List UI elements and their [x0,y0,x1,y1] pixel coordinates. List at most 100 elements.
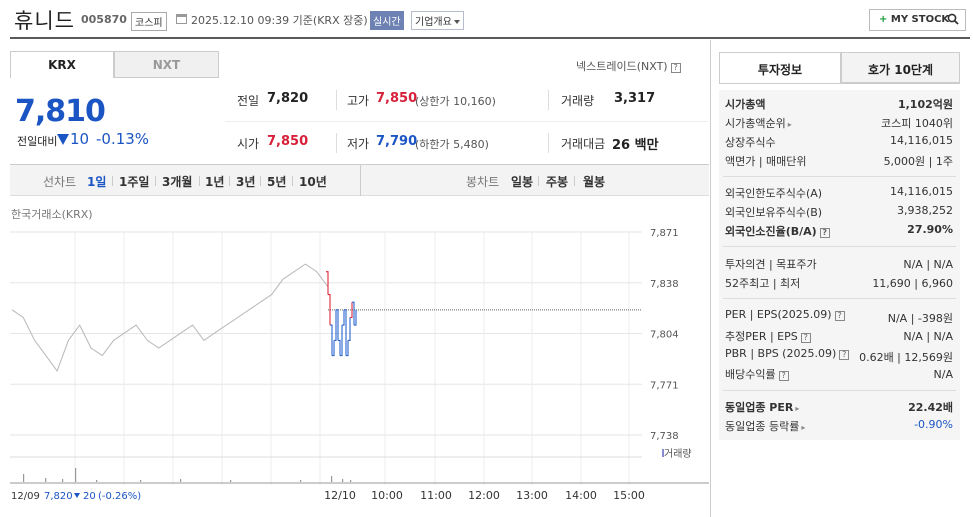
stock-name: 휴니드 [14,9,75,33]
volume-value: 3,317 [614,91,656,106]
series-today-segment [340,325,343,357]
line-chart-label: 선차트 [43,175,77,189]
company-overview-button[interactable]: 기업개요 [411,11,464,30]
current-price: 7,810 [15,94,106,129]
period-monthly[interactable]: 월봉 [583,175,606,189]
industry-rate-label[interactable]: 동일업종 등락률 ▸ [725,418,805,434]
par-value: 5,000원 | 1주 [883,155,953,168]
est-per-label: 추정PER | EPS? [725,328,811,344]
y-axis-labels: 7,871 7,838 7,804 7,771 7,738 [650,228,679,442]
nxt-link[interactable]: 넥스트레이드(NXT)? [576,58,681,74]
period-3m[interactable]: 3개월 [162,175,193,189]
period-1y[interactable]: 1년 [205,175,225,189]
industry-per-label-text: 동일업종 PER [725,401,794,414]
industry-per-label[interactable]: 동일업종 PER ▸ [725,399,799,415]
toolbar-divider [360,164,361,196]
volume-bar [230,480,232,482]
volume-label: 거래량 [561,94,595,108]
volume-bar [140,480,142,482]
volume-bar [96,480,98,482]
series-today-segment [348,317,351,341]
market-cap-label: 시가총액 [725,98,766,111]
divider [336,90,337,110]
volume-bar [342,479,344,482]
shares-label: 상장주식수 [725,136,776,149]
chart-footer: 12/09 7,820 20 (-0.26%) [11,491,141,502]
rank-label[interactable]: 시가총액순위 ▸ [725,115,792,131]
foreign-limit-label: 외국인한도주식수(A) [725,187,823,200]
tab-hoga[interactable]: 호가 10단계 [841,52,960,83]
foreign-rate-value: 27.90% [907,223,953,236]
company-overview-label: 기업개요 [415,17,452,28]
series-today-segment [354,309,357,326]
help-icon[interactable]: ? [670,63,681,73]
price-lines [11,263,642,372]
candle-chart-label: 봉차트 [466,175,500,189]
x-tick-label: 14:00 [565,489,597,502]
period-weekly[interactable]: 주봉 [546,175,569,189]
dividend-value: N/A [933,368,953,381]
price-chart[interactable]: 7,871 7,838 7,804 7,771 7,738 12/10 10:00 11:0… [0,220,709,517]
est-per-label-text: 추정PER | EPS [725,330,798,343]
y-tick-label: 7,838 [650,279,679,290]
exchange-label: 한국거래소(KRX) [11,208,93,221]
market-tag: 코스피 [131,12,167,31]
series-today-segment [338,339,341,356]
help-icon[interactable]: ? [839,350,850,360]
industry-rate-value: -0.90% [914,418,953,431]
series-today-segment [350,302,353,319]
help-icon[interactable]: ? [834,311,845,321]
rank-label-text: 시가총액순위 [725,117,786,130]
mystock-button[interactable]: + MY STOCK [869,9,966,31]
high-label: 고가 [347,94,370,108]
tab-krx[interactable]: KRX [10,51,114,78]
separator [199,176,200,186]
period-5y[interactable]: 5년 [267,175,287,189]
industry-per-value: 22.42배 [908,401,953,414]
period-1w[interactable]: 1주일 [119,175,150,189]
shares-value: 14,116,015 [890,134,953,147]
calendar-icon [176,14,187,24]
open-value: 7,850 [267,134,309,149]
header-divider [10,37,970,39]
dividend-label: 배당수익률? [725,366,789,382]
help-icon[interactable]: ? [778,371,789,381]
par-label: 액면가 | 매매단위 [725,155,807,168]
amount-value: 26 백만 [612,138,659,153]
down-arrow-icon [57,134,69,145]
footer-change: 20 [83,491,96,502]
realtime-badge[interactable]: 실시간 [370,11,404,30]
high-value: 7,850 [376,91,418,106]
tab-invest-info[interactable]: 투자정보 [719,52,841,83]
volume-label: 거래량 [664,448,692,460]
row-separator [723,246,956,247]
series-today-segment [336,309,339,341]
tab-nxt[interactable]: NXT [114,51,219,78]
est-per-value: N/A | N/A [903,330,953,343]
pbr-value: 0.62배 | 12,569원 [859,351,953,364]
period-daily[interactable]: 일봉 [511,175,534,189]
row-separator [723,298,956,299]
mystock-label: MY STOCK [890,14,950,25]
volume-bars [23,468,352,482]
period-3y[interactable]: 3년 [236,175,256,189]
stock-code: 005870 [81,13,127,26]
series-today-segment [326,271,329,295]
period-10y[interactable]: 10년 [299,175,327,189]
help-icon[interactable]: ? [819,228,830,238]
prev-close-value: 7,820 [267,91,309,106]
chart-toolbar [10,164,709,196]
period-1d[interactable]: 1일 [87,175,107,189]
change-label: 전일대비 [17,135,58,148]
foreign-limit-value: 14,116,015 [890,185,953,198]
pbr-label: PBR | BPS (2025.09)? [725,347,850,360]
foreign-rate-label-text: 외국인소진율(B/A) [725,225,817,238]
help-icon[interactable]: ? [800,333,811,343]
footer-price: 7,820 [44,491,73,502]
panel-divider [710,40,711,517]
y-tick-label: 7,804 [650,330,679,341]
chevron-right-icon: ▸ [795,404,800,413]
row-separator [723,176,956,177]
invest-info-box [719,90,960,440]
series-today-segment [328,294,331,326]
